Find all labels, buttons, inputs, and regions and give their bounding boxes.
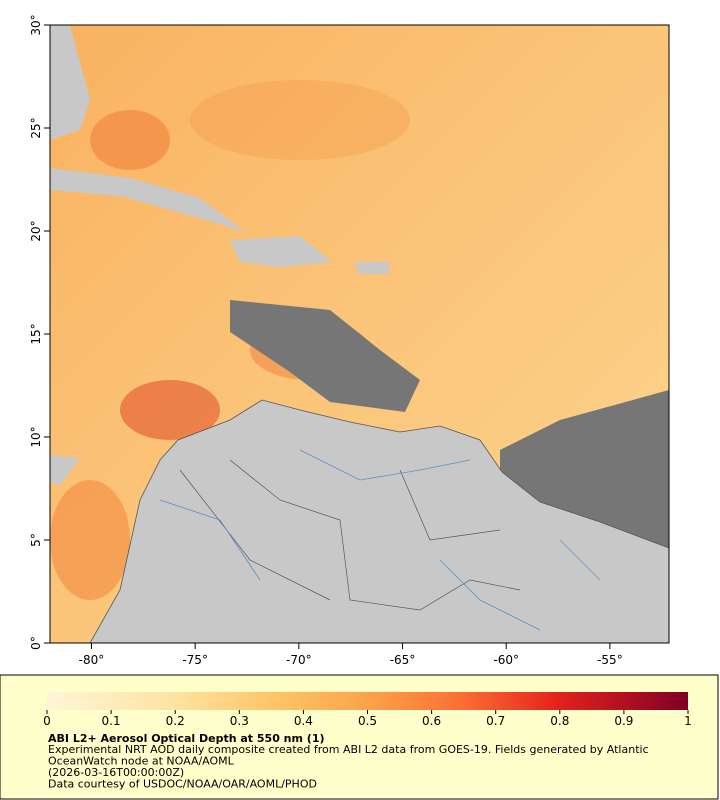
x-tick-label: -60°	[493, 653, 519, 667]
legend-note: OceanWatch node at NOAA/AOML	[48, 755, 235, 768]
x-tick-label: -75°	[182, 653, 208, 667]
map-image	[50, 25, 669, 643]
colorbar-tick-label: 0.3	[230, 714, 249, 728]
legend-note: Data courtesy of USDOC/NOAA/OAR/AOML/PHO…	[48, 778, 317, 791]
colorbar-tick-label: 0.9	[614, 714, 633, 728]
y-tick-label: 0°	[29, 636, 43, 650]
colorbar-tick-label: 0.8	[550, 714, 569, 728]
colorbar-tick-label: 0.7	[486, 714, 505, 728]
y-tick-label: 30°	[29, 14, 43, 35]
x-tick-label: -70°	[286, 653, 312, 667]
x-tick-label: -80°	[79, 653, 105, 667]
y-tick-label: 25°	[29, 117, 43, 138]
colorbar-tick-label: 1	[684, 714, 692, 728]
colorbar-tick-label: 0.5	[358, 714, 377, 728]
legend-title: ABI L2+ Aerosol Optical Depth at 550 nm …	[48, 732, 325, 745]
colorbar-tick-label: 0.6	[422, 714, 441, 728]
legend-note: Experimental NRT AOD daily composite cre…	[48, 743, 649, 756]
y-tick-label: 15°	[29, 323, 43, 344]
colorbar-tick-label: 0	[43, 714, 51, 728]
x-tick-label: -55°	[597, 653, 623, 667]
colorbar-tick-label: 0.4	[294, 714, 313, 728]
y-tick-label: 20°	[29, 220, 43, 241]
y-tick-label: 5°	[29, 533, 43, 547]
x-tick-label: -65°	[390, 653, 416, 667]
colorbar	[47, 692, 688, 710]
colorbar-tick-label: 0.1	[102, 714, 121, 728]
colorbar-tick-label: 0.2	[166, 714, 185, 728]
y-tick-label: 10°	[29, 426, 43, 447]
legend-note: (2026-03-16T00:00:00Z)	[48, 766, 184, 779]
